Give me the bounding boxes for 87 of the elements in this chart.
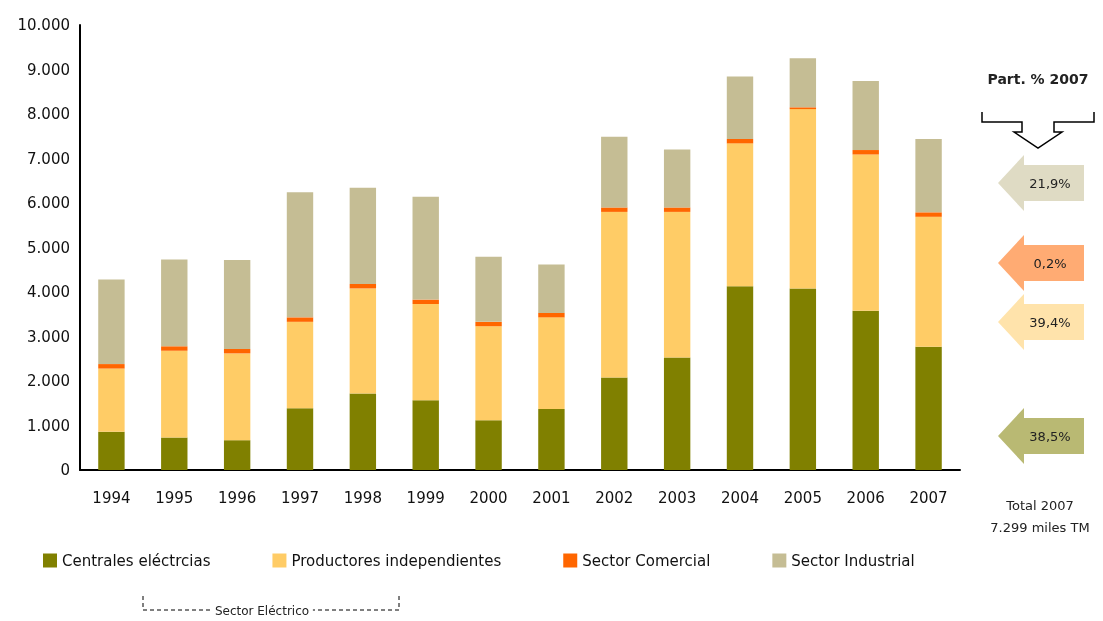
bar [349, 393, 377, 470]
x-tick-label: 2007 [909, 488, 948, 507]
text: Sector Eléctrico [210, 604, 314, 618]
x-tick-label: 1995 [155, 488, 194, 507]
bar [286, 192, 314, 318]
bar [475, 321, 502, 327]
text: 39,4% [1029, 314, 1071, 330]
bar [223, 259, 251, 349]
bar [663, 357, 691, 470]
y-tick-label: 7.000 [27, 149, 70, 168]
bar [412, 400, 439, 470]
bar [412, 196, 439, 300]
bar [412, 304, 439, 401]
x-tick-label: 1999 [406, 488, 445, 507]
legend-label: Sector Industrial [791, 551, 915, 570]
bar [538, 264, 565, 313]
x-tick-label: 1994 [92, 488, 131, 507]
legend-label: Centrales eléctrcias [62, 551, 211, 570]
text: Total 2007 [1006, 497, 1074, 513]
bar [475, 420, 502, 470]
bar [852, 154, 879, 311]
bar [161, 259, 188, 347]
y-tick-label: 0 [60, 461, 70, 479]
bar [98, 279, 125, 365]
y-tick-label: 4.000 [27, 283, 70, 301]
y-tick-label: 6.000 [27, 194, 70, 212]
bar [601, 207, 628, 212]
text: 38,5% [1029, 428, 1071, 444]
bar [601, 377, 628, 470]
y-tick-label: 2.000 [27, 372, 70, 390]
x-tick-label: 2003 [658, 488, 697, 507]
bar [852, 310, 879, 470]
y-tick-label: 8.000 [27, 105, 70, 123]
bar [789, 109, 817, 289]
x-tick-label: 2006 [846, 488, 885, 507]
text: 7.299 miles TM [990, 519, 1090, 535]
legend-label: Productores independientes [291, 551, 502, 570]
bar [98, 368, 125, 432]
bar [161, 346, 188, 351]
bar [286, 317, 314, 322]
y-tick-label: 3.000 [27, 327, 70, 346]
bar [538, 409, 565, 470]
bar [726, 143, 754, 287]
x-tick-label: 2005 [783, 488, 822, 507]
y-tick-label: 1.000 [27, 416, 70, 435]
bar [789, 288, 817, 470]
x-tick-label: 2001 [532, 488, 571, 507]
bar [223, 440, 251, 470]
bar [663, 211, 691, 358]
bar [601, 211, 628, 378]
bar [538, 312, 565, 318]
bar [286, 408, 314, 470]
bar [475, 326, 502, 421]
bar [789, 58, 817, 108]
x-tick-label: 2000 [469, 488, 508, 507]
bar [349, 187, 377, 284]
bar [852, 81, 879, 151]
bar [161, 350, 188, 438]
y-tick-label: 10.000 [17, 16, 70, 34]
y-tick-label: 5.000 [27, 238, 70, 257]
bar [915, 212, 942, 217]
y-tick-label: 9.000 [27, 60, 70, 79]
bar [161, 437, 188, 470]
bar [98, 431, 125, 470]
bar [915, 216, 942, 347]
bar [663, 207, 691, 212]
text: Part. % 2007 [987, 71, 1089, 87]
bar [915, 138, 942, 213]
x-tick-label: 1997 [280, 488, 320, 507]
x-tick-label: 1996 [218, 488, 257, 507]
bar [475, 256, 502, 322]
bar [286, 321, 314, 409]
text: 0,2% [1033, 255, 1067, 271]
bar [538, 317, 565, 410]
text: 21,9% [1029, 175, 1071, 191]
bar [726, 286, 754, 470]
bar [663, 149, 691, 208]
bar [223, 353, 251, 441]
x-tick-label: 2004 [720, 488, 760, 507]
bar [726, 76, 754, 139]
x-tick-label: 2002 [595, 488, 634, 507]
x-tick-label: 1998 [343, 488, 382, 507]
bar [915, 346, 942, 470]
bar [601, 136, 628, 208]
bar [98, 364, 125, 369]
legend-label: Sector Comercial [582, 551, 711, 570]
bar [349, 288, 377, 394]
